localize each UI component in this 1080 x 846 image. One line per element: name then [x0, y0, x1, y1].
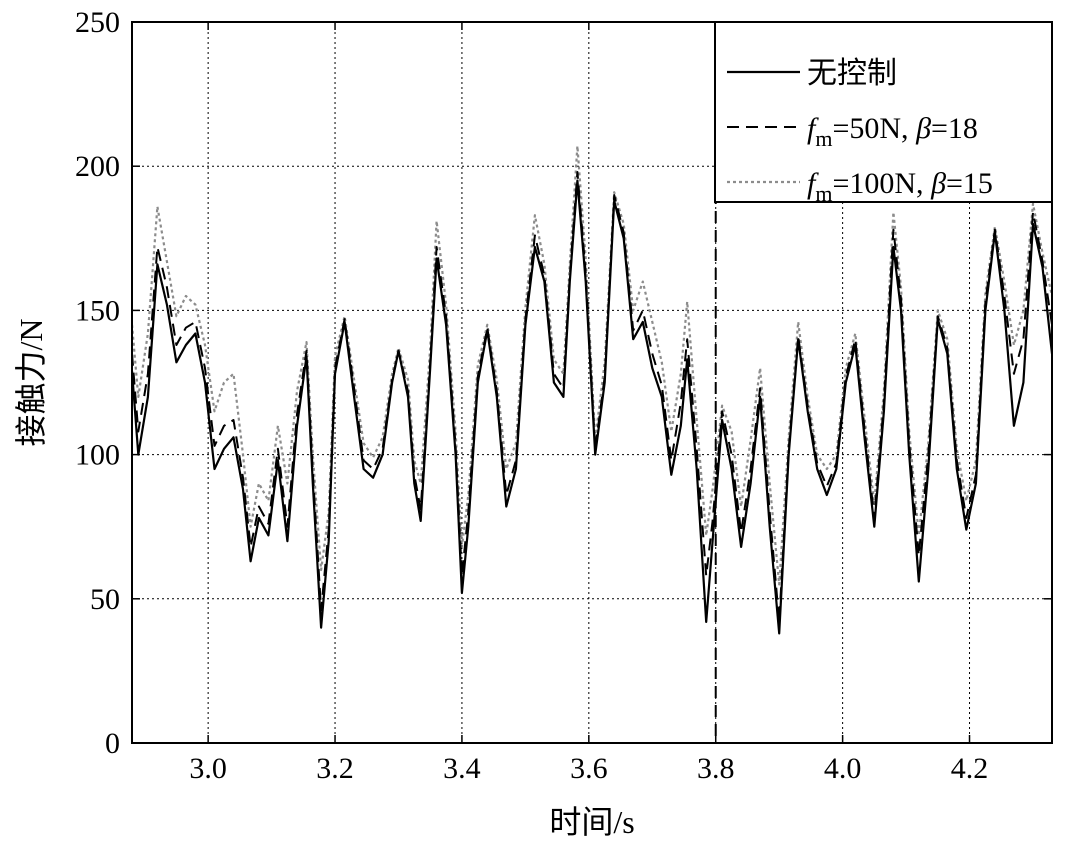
legend: 无控制 fm=50N, β=18 fm=100N, β=15 [714, 21, 1053, 206]
y-tick-label: 200 [75, 150, 120, 183]
y-tick-label: 250 [75, 6, 120, 39]
x-tick-label: 3.6 [570, 752, 608, 785]
series-line-0 [132, 179, 1052, 635]
legend-label-1: fm=50N, β=18 [807, 112, 978, 151]
y-axis-label: 接触力/N [13, 318, 49, 446]
y-tick-label: 100 [75, 439, 120, 472]
x-tick-label: 3.0 [189, 752, 227, 785]
series-layer [132, 144, 1052, 743]
legend-label-2: fm=100N, β=15 [807, 167, 993, 206]
tick-layer: 3.0 3.2 3.4 3.6 3.8 4.0 4.2 0 50 100 150 200 250 [75, 6, 1052, 785]
series-line-1 [132, 171, 1052, 623]
legend-label-0: 无控制 [807, 57, 897, 90]
legend-box [714, 21, 1053, 203]
x-axis-label: 时间/s [549, 804, 634, 840]
series-line-2 [132, 144, 1052, 586]
y-tick-label: 0 [105, 727, 120, 760]
y-tick-label: 50 [90, 583, 120, 616]
plot-frame [131, 21, 1053, 744]
y-tick-label: 150 [75, 294, 120, 327]
x-tick-label: 3.8 [697, 752, 735, 785]
x-tick-label: 3.4 [443, 752, 481, 785]
x-tick-label: 3.2 [316, 752, 354, 785]
x-tick-label: 4.2 [951, 752, 989, 785]
x-tick-label: 4.0 [824, 752, 862, 785]
